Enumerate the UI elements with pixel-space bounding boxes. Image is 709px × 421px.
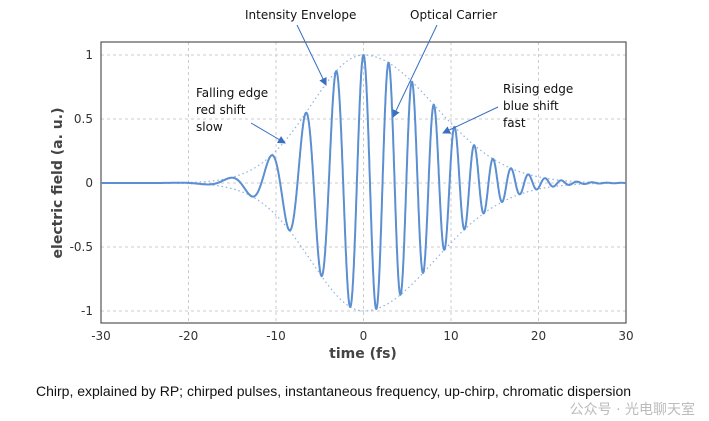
y-tick-label: 1 — [85, 48, 93, 62]
y-tick-label: 0 — [85, 176, 93, 190]
annotation-falling-edge: Falling edge — [196, 86, 268, 100]
y-tick-label: -1 — [81, 304, 93, 318]
annotation-falling-edge-3: slow — [196, 120, 223, 134]
arrow-carrier — [392, 24, 438, 118]
carrier-line — [101, 53, 627, 311]
y-tick-label: -0.5 — [70, 240, 93, 254]
x-tick-label: 20 — [531, 329, 546, 343]
arrow-envelope — [296, 24, 327, 86]
arrow-rising — [442, 106, 499, 134]
x-axis-label: time (fs) — [329, 346, 397, 362]
arrow-falling — [250, 122, 286, 144]
x-tick-label: 0 — [360, 329, 368, 343]
annotation-intensity-envelope: Intensity Envelope — [245, 8, 356, 22]
annotation-falling-edge-2: red shift — [196, 103, 246, 117]
annotation-optical-carrier: Optical Carrier — [410, 8, 497, 22]
caption: Chirp, explained by RP; chirped pulses, … — [36, 383, 632, 399]
annotation-rising-edge-2: blue shift — [503, 99, 559, 113]
x-tick-label: -10 — [266, 329, 286, 343]
envelope-lower — [101, 182, 626, 312]
annotation-rising-edge-3: fast — [503, 116, 526, 130]
tick-labels: -30 -20 -10 0 10 20 30 1 0.5 0 -0.5 -1 — [70, 48, 634, 343]
x-tick-label: -30 — [91, 329, 111, 343]
watermark: 公众号 · 光电聊天室 — [569, 402, 695, 418]
y-axis-label: electric field (a. u.) — [50, 108, 66, 259]
x-tick-label: 10 — [443, 329, 458, 343]
y-tick-label: 0.5 — [74, 112, 93, 126]
annotation-rising-edge: Rising edge — [503, 82, 573, 96]
x-tick-label: -20 — [179, 329, 199, 343]
x-tick-label: 30 — [618, 329, 633, 343]
